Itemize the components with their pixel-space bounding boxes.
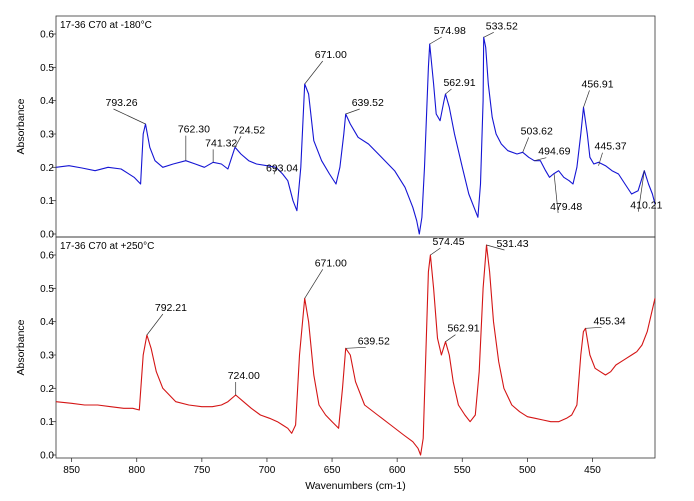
- panel-title-1: 17-36 C70 at -180°C: [60, 20, 152, 31]
- peak-label: 741.32: [205, 137, 237, 149]
- series-line-1: [55, 36, 656, 235]
- peak-label: 724.00: [228, 370, 260, 382]
- peak-leader-line: [483, 32, 494, 38]
- peak-label: 793.26: [106, 97, 138, 109]
- peak-leader-line: [445, 88, 452, 95]
- series-line-2: [55, 244, 656, 456]
- peak-label: 455.34: [594, 315, 626, 327]
- peak-label: 533.52: [486, 20, 518, 32]
- y-tick-label-2: 0.4: [40, 317, 54, 328]
- peak-label: 503.62: [521, 125, 553, 137]
- peak-label: 693.04: [266, 162, 298, 174]
- panel-frame-2: [55, 236, 656, 459]
- peak-leader-line: [345, 346, 366, 349]
- peak-leader-line: [637, 170, 645, 212]
- peak-label: 671.00: [315, 49, 347, 61]
- peak-leader-line: [486, 244, 505, 251]
- peak-label: 671.00: [315, 257, 347, 269]
- y-tick-label-1: 0.5: [40, 63, 54, 74]
- x-axis-title: Wavenumbers (cm-1): [305, 480, 406, 492]
- peak-leader-line: [234, 136, 242, 148]
- peak-label: 724.52: [233, 124, 265, 136]
- x-tick-label: 850: [63, 465, 80, 476]
- peak-leader-line: [304, 60, 323, 85]
- peak-leader-line: [304, 269, 324, 299]
- peak-leader-line: [146, 313, 164, 336]
- peak-leader-line: [273, 167, 277, 175]
- peak-label: 792.21: [155, 302, 187, 314]
- x-tick-label: 450: [584, 465, 601, 476]
- x-tick-label: 700: [259, 465, 276, 476]
- peak-leader-line: [583, 90, 590, 108]
- x-tick-label: 500: [519, 465, 536, 476]
- y-tick-label-2: 0.2: [40, 384, 54, 395]
- peak-label: 479.48: [550, 201, 582, 213]
- peak-label: 456.91: [581, 78, 613, 90]
- peak-leader-line: [522, 137, 529, 153]
- peak-leader-line: [113, 108, 146, 125]
- peak-leader-line: [430, 247, 441, 256]
- y-tick-label-1: 0.0: [40, 230, 54, 241]
- peak-leader-line: [345, 108, 360, 115]
- peak-leader-line: [534, 157, 547, 162]
- y-axis-title-1: Absorbance: [15, 98, 27, 154]
- peak-label: 574.98: [434, 25, 466, 37]
- y-tick-label-1: 0.1: [40, 196, 54, 207]
- peak-label: 562.91: [447, 323, 479, 335]
- x-tick-label: 750: [193, 465, 210, 476]
- panel-title-2: 17-36 C70 at +250°C: [60, 241, 154, 252]
- x-tick-label: 600: [389, 465, 406, 476]
- chart-layer: 17-36 C70 at -180°C 0.0 0.1 0.2 0.3 0.4 0.5 0.6…: [15, 15, 663, 492]
- y-tick-label-2: 0.3: [40, 351, 54, 362]
- peak-label: 531.43: [496, 238, 528, 250]
- peak-label: 562.91: [443, 77, 475, 89]
- peak-label: 494.69: [538, 146, 570, 158]
- peak-label: 639.52: [352, 97, 384, 109]
- y-tick-label-2: 0.6: [40, 251, 54, 262]
- peak-leader-line: [598, 152, 603, 166]
- peak-label: 574.45: [432, 236, 464, 248]
- peak-label: 639.52: [358, 335, 390, 347]
- peak-leader-line: [445, 334, 456, 342]
- y-tick-label-1: 0.3: [40, 130, 54, 141]
- peak-leader-line: [585, 326, 602, 329]
- peak-label: 762.30: [178, 124, 210, 136]
- y-tick-label-1: 0.4: [40, 96, 54, 107]
- y-tick-label-1: 0.2: [40, 163, 54, 174]
- y-tick-label-1: 0.6: [40, 30, 54, 41]
- x-tick-label: 650: [324, 465, 341, 476]
- peak-label: 410.21: [630, 200, 662, 212]
- peak-leader-line: [429, 36, 442, 45]
- peak-label: 445.37: [595, 141, 627, 153]
- y-tick-label-2: 0.1: [40, 417, 54, 428]
- y-axis-title-2: Absorbance: [15, 319, 27, 375]
- y-tick-label-2: 0.0: [40, 451, 54, 462]
- x-tick-label: 800: [128, 465, 145, 476]
- y-tick-label-2: 0.5: [40, 284, 54, 295]
- x-tick-label: 550: [454, 465, 471, 476]
- peak-leader-line: [553, 173, 559, 214]
